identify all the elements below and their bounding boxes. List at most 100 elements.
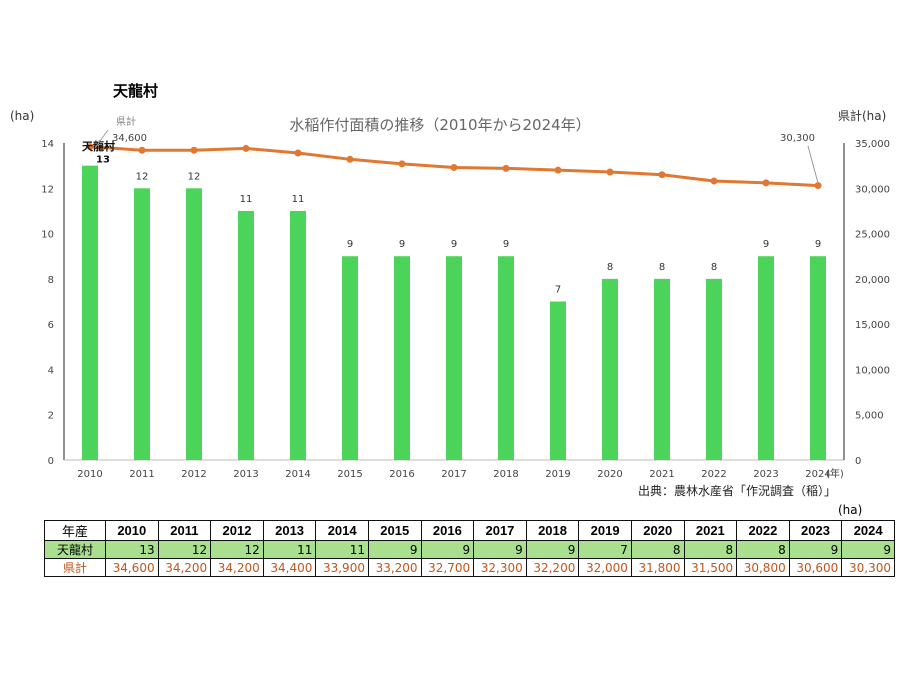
- x-tick-label: 2022: [701, 469, 726, 480]
- left-tick-label: 6: [48, 320, 54, 331]
- table-cell: 34,200: [157, 558, 212, 577]
- chart-svg: 水稲作付面積の推移（2010年から2024年） (ha) 県計(ha) 0 2 4 6 8 10…: [10, 108, 890, 498]
- right-tick-label: 30,000: [855, 184, 890, 195]
- bar-data-label: 11: [240, 194, 253, 205]
- x-tick-label: 2016: [389, 469, 414, 480]
- table-cell: 9: [473, 540, 527, 559]
- bar-data-label: 9: [451, 239, 457, 250]
- table-cell: 12: [210, 540, 264, 559]
- table-cell: 8: [736, 540, 790, 559]
- line-point: [450, 163, 458, 171]
- left-tick-label: 8: [48, 275, 54, 286]
- table-cell: 9: [367, 540, 422, 559]
- right-axis-label: 県計(ha): [838, 108, 886, 123]
- bar: [758, 256, 774, 460]
- table-cell: 2011: [157, 520, 212, 541]
- bar-data-label: 9: [763, 239, 769, 250]
- table-cell: 32,200: [525, 558, 580, 577]
- table-cell: 2017: [473, 520, 527, 541]
- x-tick-label: 2019: [545, 469, 570, 480]
- bar-data-label: 9: [347, 239, 353, 250]
- x-tick-label: 2015: [337, 469, 362, 480]
- source-note: 出典：農林水産省「作況調査（稲）」: [638, 483, 836, 498]
- line-point: [658, 171, 666, 179]
- table-cell: 2016: [420, 520, 475, 541]
- table-cell: 8: [683, 540, 738, 559]
- table-cell: 32,300: [473, 558, 527, 577]
- bar: [810, 256, 826, 460]
- left-tick-label: 2: [48, 411, 54, 422]
- bar-data-label: 13: [96, 155, 110, 166]
- table-cell: 32,700: [420, 558, 475, 577]
- line-point: [86, 143, 94, 151]
- bar-data-label: 12: [136, 171, 149, 182]
- bar: [82, 165, 98, 460]
- line-point: [554, 166, 562, 174]
- leader-line: [807, 145, 819, 184]
- line-point: [242, 144, 250, 152]
- table-cell: 12: [157, 540, 212, 559]
- bar-data-label: 12: [188, 171, 201, 182]
- table-unit: (ha): [838, 503, 863, 517]
- table-row-village: 天龍村 13 12 12 11 11 9 9 9 9 7 8 8 8 9 9: [44, 540, 895, 559]
- x-tick-label: 2021: [649, 469, 674, 480]
- bar-data-label: 7: [555, 285, 561, 296]
- right-tick-label: 15,000: [855, 320, 890, 331]
- table-cell: 8: [630, 540, 685, 559]
- table-cell: 30,300: [841, 558, 895, 577]
- bar: [238, 210, 254, 460]
- line-point: [398, 160, 406, 168]
- bar: [134, 188, 150, 461]
- table-cell: 32,000: [578, 558, 632, 577]
- left-tick-label: 12: [41, 184, 54, 195]
- village-heading: 天龍村: [113, 82, 159, 100]
- row-label: 年産: [44, 520, 106, 541]
- table-cell: 33,200: [367, 558, 422, 577]
- table-cell: 33,900: [315, 558, 369, 577]
- line-point: [190, 146, 198, 154]
- table-cell: 34,400: [262, 558, 317, 577]
- line-point: [814, 182, 822, 190]
- chart-title: 水稲作付面積の推移（2010年から2024年）: [289, 116, 590, 134]
- line-point: [710, 177, 718, 185]
- x-tick-label: 2011: [129, 469, 154, 480]
- x-tick-label: 2013: [233, 469, 258, 480]
- table-cell: 2019: [578, 520, 632, 541]
- bar-series-tag: 天龍村: [82, 139, 115, 153]
- line-point: [606, 168, 614, 176]
- right-tick-label: 0: [855, 456, 861, 467]
- left-tick-label: 0: [48, 456, 54, 467]
- bar: [394, 256, 410, 460]
- right-tick-label: 10,000: [855, 365, 890, 376]
- table-cell: 9: [420, 540, 475, 559]
- x-tick-label: 2010: [77, 469, 102, 480]
- table-cell: 31,800: [630, 558, 685, 577]
- table-cell: 2022: [736, 520, 790, 541]
- bar: [186, 188, 202, 461]
- right-tick-label: 35,000: [855, 139, 890, 150]
- x-tick-label: 2012: [181, 469, 206, 480]
- line-series-tag: 県計: [116, 115, 136, 128]
- left-axis-label: (ha): [10, 109, 34, 123]
- table-cell: 9: [525, 540, 580, 559]
- bar: [654, 278, 670, 460]
- x-tick-label: 2024: [805, 469, 830, 480]
- line-data-label: 30,300: [780, 133, 815, 144]
- line-point: [502, 164, 510, 172]
- table-cell: 9: [841, 540, 895, 559]
- bar: [342, 256, 358, 460]
- table-cell: 2015: [367, 520, 422, 541]
- bar-data-label: 9: [503, 239, 509, 250]
- bar: [550, 301, 566, 460]
- table-cell: 11: [315, 540, 369, 559]
- line-point: [762, 179, 770, 187]
- line-point: [294, 149, 302, 157]
- table-cell: 11: [262, 540, 317, 559]
- left-tick-label: 14: [41, 139, 54, 150]
- right-tick-label: 25,000: [855, 230, 890, 241]
- table-cell: 30,600: [788, 558, 843, 577]
- table-cell: 2023: [788, 520, 843, 541]
- table-cell: 2024: [841, 520, 895, 541]
- bar: [602, 278, 618, 460]
